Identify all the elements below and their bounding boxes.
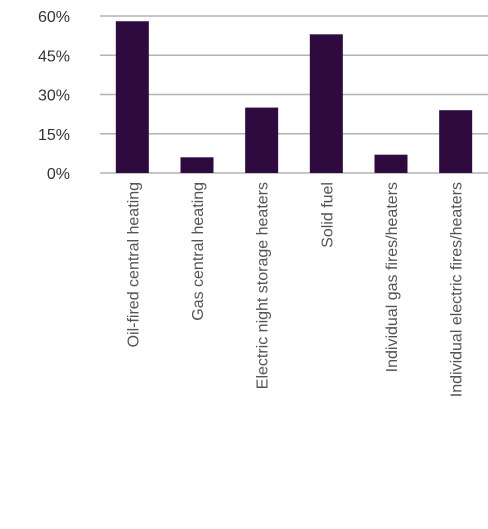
bar (439, 110, 473, 173)
x-axis-labels: Oil-fired central heating Gas central hea… (125, 182, 465, 397)
grid-layer (100, 15, 488, 174)
y-axis-ticks: 0% 15% 30% 45% 60% (38, 9, 70, 183)
x-category-label: Individual electric fires/heaters (449, 182, 466, 397)
y-tick-label: 30% (38, 88, 70, 105)
x-category-label: Oil-fired central heating (125, 182, 142, 347)
y-tick-label: 15% (38, 127, 70, 144)
x-category-label: Individual gas fires/heaters (384, 182, 401, 372)
y-tick-label: 0% (47, 166, 70, 183)
bar (115, 21, 149, 173)
bar (309, 34, 343, 173)
x-category-label: Electric night storage heaters (255, 182, 272, 389)
x-category-label: Solid fuel (319, 182, 336, 248)
y-tick-label: 45% (38, 48, 70, 65)
bar (374, 154, 408, 173)
bar-layer (115, 21, 473, 173)
bar (180, 157, 214, 173)
y-tick-label: 60% (38, 9, 70, 26)
x-category-label: Gas central heating (190, 182, 207, 321)
bar (245, 107, 279, 173)
